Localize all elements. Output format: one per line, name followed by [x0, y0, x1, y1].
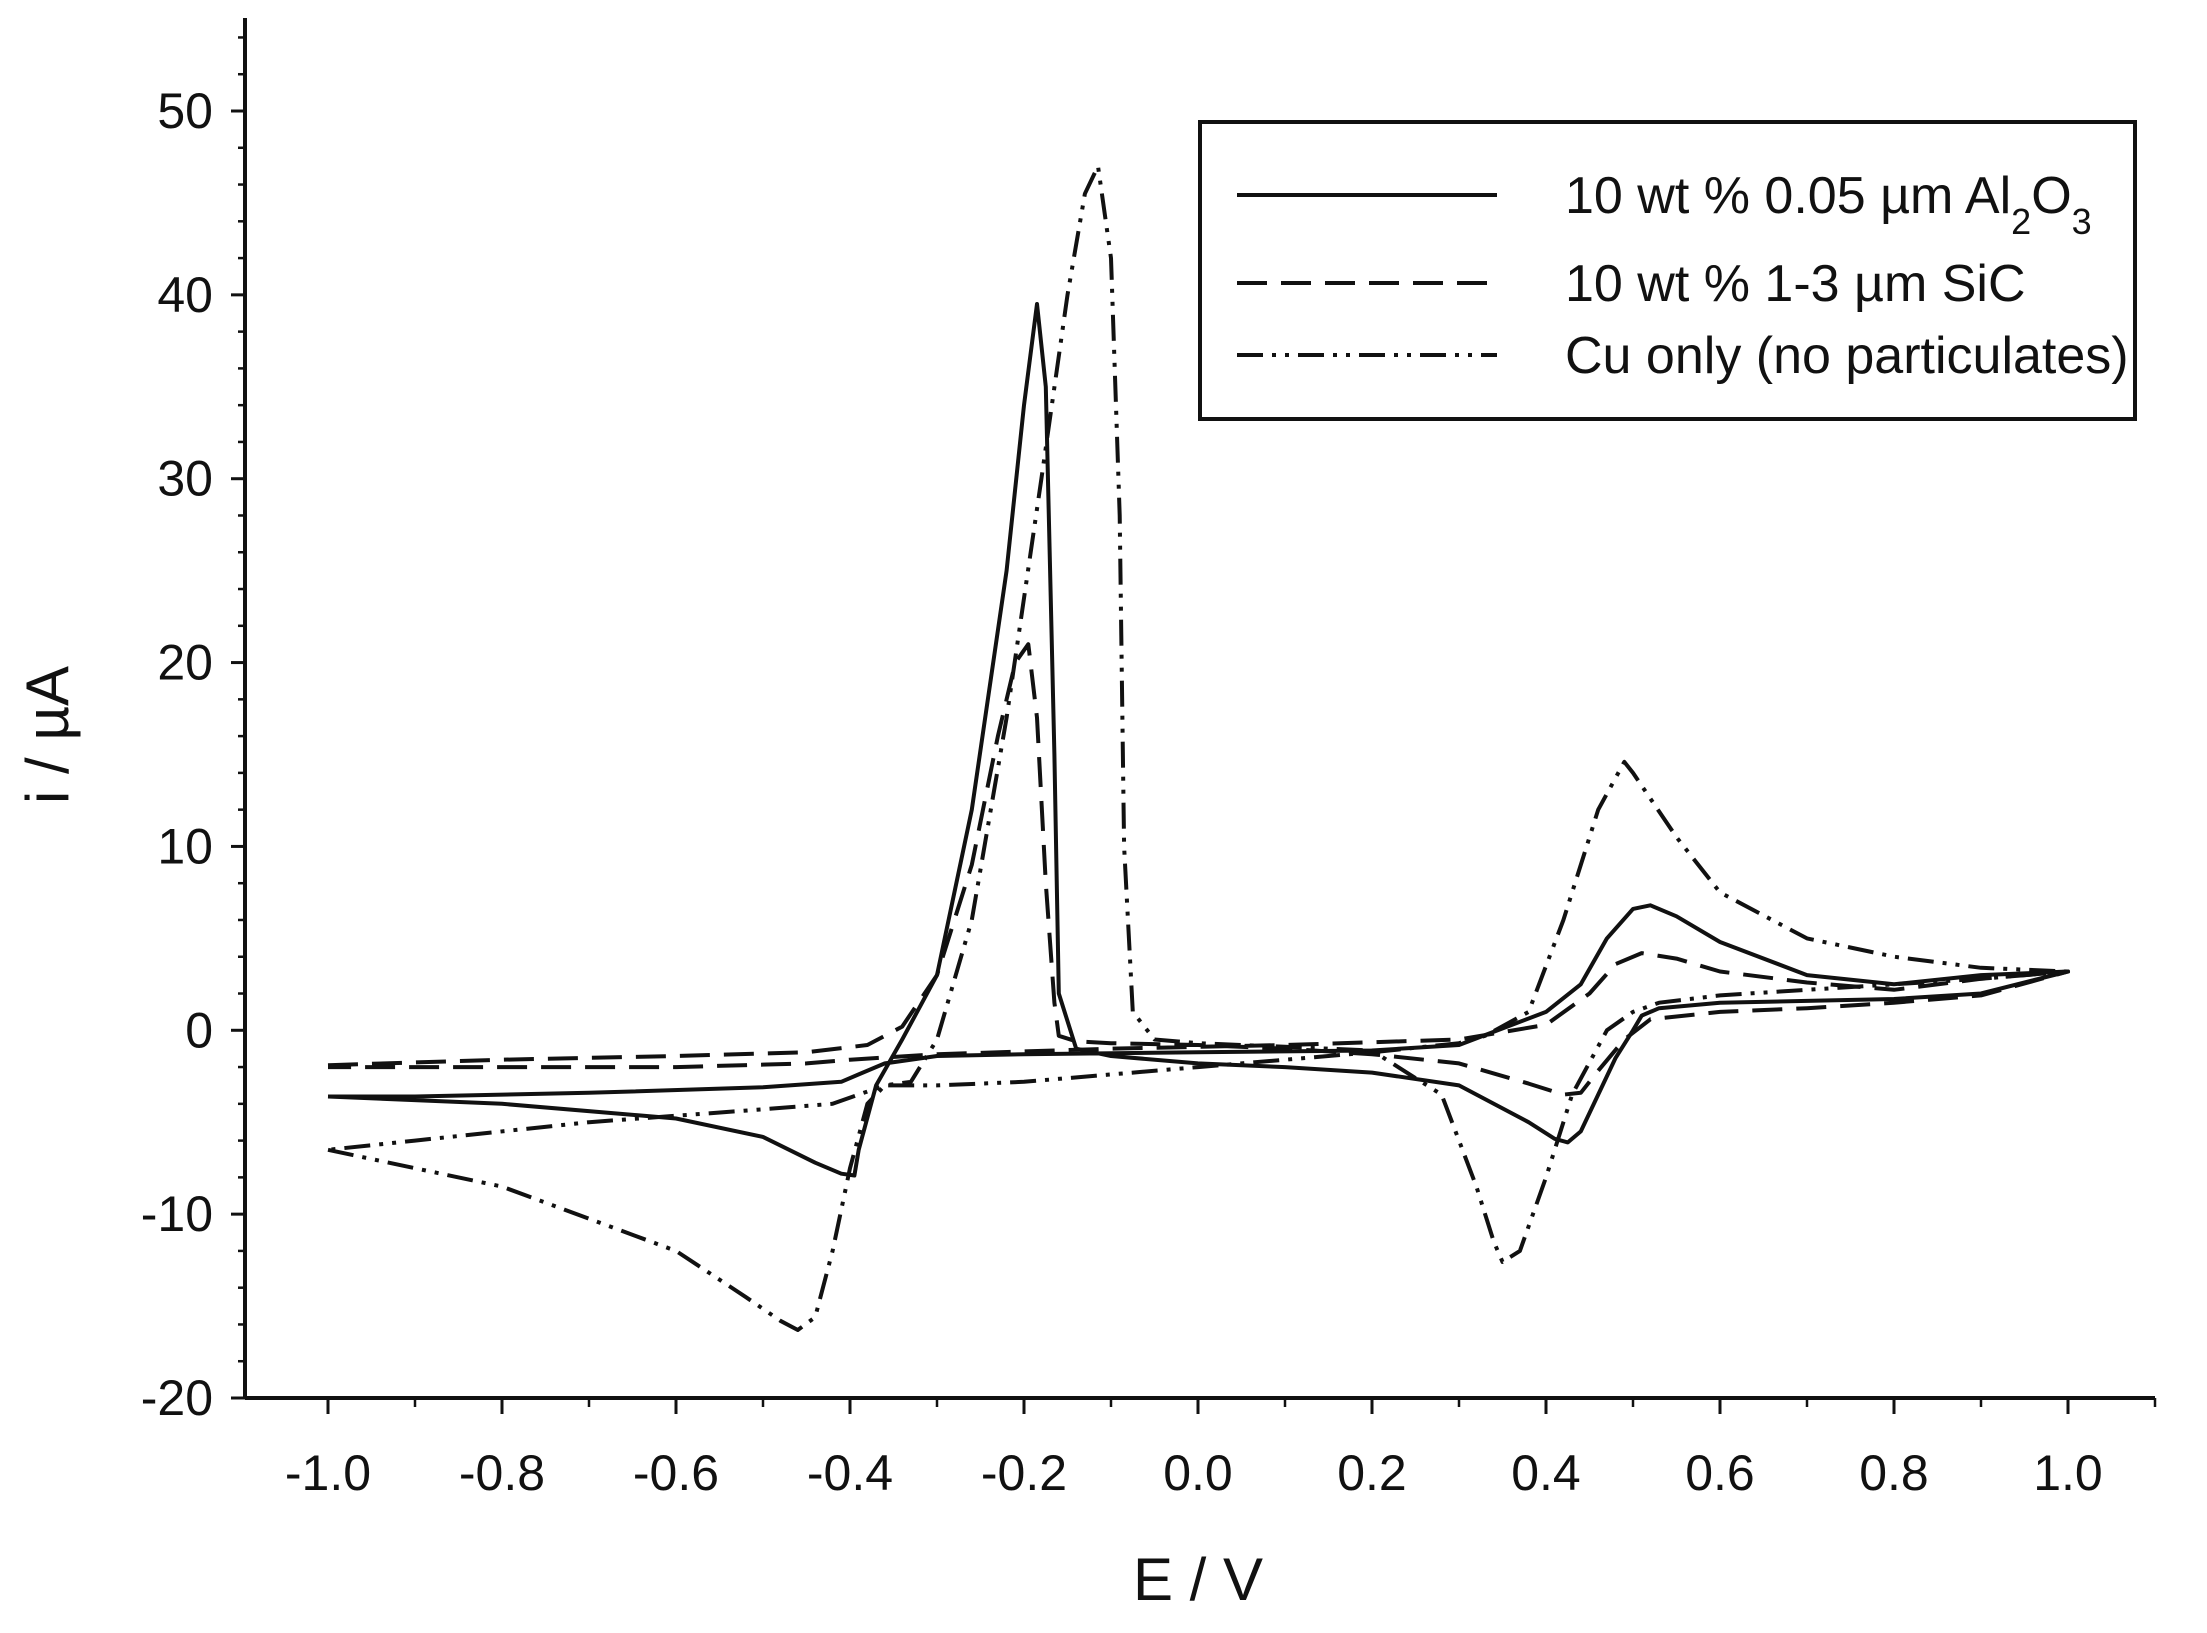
- legend-label-1: 10 wt % 0.05 µm Al2O3: [1565, 167, 2092, 242]
- legend-box: [1198, 120, 2137, 421]
- y-tick-label: 30: [157, 451, 213, 507]
- legend-label-3: Cu only (no particulates): [1565, 327, 2129, 385]
- y-tick-label: 50: [157, 83, 213, 139]
- x-tick-label: 0.4: [1511, 1445, 1581, 1501]
- legend-label-2: 10 wt % 1-3 µm SiC: [1565, 255, 2026, 313]
- x-tick-label: -0.6: [633, 1445, 719, 1501]
- y-tick-label: 0: [185, 1002, 213, 1058]
- y-tick-label: 40: [157, 267, 213, 323]
- x-tick-label: -0.4: [807, 1445, 893, 1501]
- series-line-2: [327, 642, 2070, 1097]
- x-tick-label: 0.2: [1337, 1445, 1407, 1501]
- x-tick-label: -1.0: [285, 1445, 371, 1501]
- axes: -20 -10 0 10 20 30 40 50 -1.0 -0.8 -0.6 -0.4 -0.2 0.0…: [141, 18, 2157, 1501]
- y-tick-label: -10: [141, 1186, 213, 1242]
- x-tick-label: -0.8: [459, 1445, 545, 1501]
- x-tick-label: -0.2: [981, 1445, 1067, 1501]
- y-tick-label: 10: [157, 818, 213, 874]
- y-axis-title: i / µA: [14, 666, 81, 804]
- x-tick-label: 0.8: [1859, 1445, 1929, 1501]
- legend: 10 wt % 0.05 µm Al2O3 10 wt % 1-3 µm SiC C…: [1198, 120, 2137, 421]
- x-tick-label: 0.0: [1163, 1445, 1233, 1501]
- y-tick-label: -20: [141, 1370, 213, 1426]
- y-tick-label: 20: [157, 635, 213, 691]
- series-lines: [327, 164, 2070, 1332]
- x-tick-label: 1.0: [2033, 1445, 2103, 1501]
- x-tick-label: 0.6: [1685, 1445, 1755, 1501]
- x-axis-title: E / V: [1133, 1546, 1263, 1613]
